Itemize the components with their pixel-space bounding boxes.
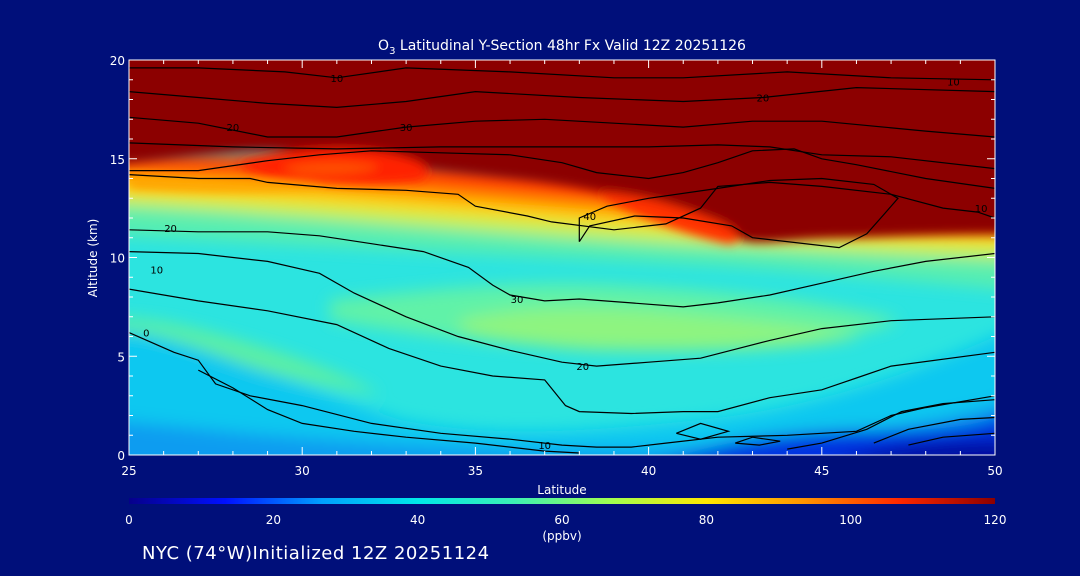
contour-line — [735, 436, 781, 446]
contour-line — [908, 432, 995, 446]
contour-label: 30 — [511, 295, 524, 306]
colorbar-ticks: 0 20 40 60 80 100 120 — [125, 513, 1006, 527]
y-tick-label: 15 — [110, 153, 125, 167]
x-tick-label: 50 — [987, 464, 1002, 478]
contour-lines — [129, 67, 995, 454]
colorbar-tick-label: 40 — [410, 513, 425, 527]
contour-line — [873, 416, 995, 444]
contour-label: 20 — [227, 123, 240, 134]
contour-line — [129, 142, 995, 170]
contour-label: 30 — [400, 123, 413, 134]
colorbar-tick-label: 60 — [554, 513, 569, 527]
y-tick-label: 20 — [110, 54, 125, 68]
contour-label: 10 — [975, 204, 988, 215]
contour-label: 20 — [164, 224, 177, 235]
contour-label: 10 — [538, 441, 551, 452]
contour-line — [198, 369, 580, 454]
contour-line — [578, 177, 899, 249]
contour-line — [129, 251, 995, 367]
chart-title: O3 Latitudinal Y-Section 48hr Fx Valid 1… — [378, 38, 746, 57]
heatmap-field: 10 20 30 20 10 10 40 20 10 30 0 20 10 — [129, 60, 995, 455]
contour-label: 20 — [757, 94, 770, 105]
x-tick-label: 40 — [641, 464, 656, 478]
contour-line — [129, 174, 995, 231]
contour-labels: 10 20 30 20 10 10 40 20 10 30 0 20 10 — [143, 74, 987, 452]
contour-line — [129, 148, 995, 189]
contour-label: 40 — [583, 212, 596, 223]
contour-label: 10 — [150, 265, 163, 276]
footer-initialization-label: NYC (74°W)Initialized 12Z 20251124 — [142, 543, 490, 564]
contour-line — [129, 332, 995, 448]
y-tick-label: 5 — [117, 350, 125, 364]
contour-label: 10 — [947, 78, 960, 89]
colorbar-tick-label: 100 — [839, 513, 862, 527]
colorbar-tick-label: 80 — [699, 513, 714, 527]
colorbar — [129, 498, 995, 504]
contour-label: 10 — [330, 74, 343, 85]
x-axis-label: Latitude — [537, 483, 586, 497]
x-axis: 25 30 35 40 45 50 — [121, 60, 1003, 478]
y-tick-label: 10 — [110, 252, 125, 266]
colorbar-tick-label: 20 — [266, 513, 281, 527]
contour-label: 0 — [143, 329, 149, 340]
contour-line — [787, 399, 995, 450]
contour-line — [129, 86, 995, 109]
x-tick-label: 45 — [814, 464, 829, 478]
contour-line — [676, 422, 731, 440]
y-tick-label: 0 — [117, 449, 125, 463]
colorbar-unit-label: (ppbv) — [542, 529, 581, 543]
contour-line — [129, 67, 995, 81]
y-axis: 0 5 10 15 20 — [110, 54, 995, 463]
colorbar-tick-label: 120 — [984, 513, 1007, 527]
contour-label: 20 — [576, 362, 589, 373]
contour-line — [129, 288, 995, 415]
contour-line — [129, 229, 995, 308]
y-axis-label: Altitude (km) — [86, 219, 100, 298]
x-tick-label: 30 — [295, 464, 310, 478]
x-tick-label: 35 — [468, 464, 483, 478]
colorbar-tick-label: 0 — [125, 513, 133, 527]
x-tick-label: 25 — [121, 464, 136, 478]
contour-line — [129, 116, 995, 138]
